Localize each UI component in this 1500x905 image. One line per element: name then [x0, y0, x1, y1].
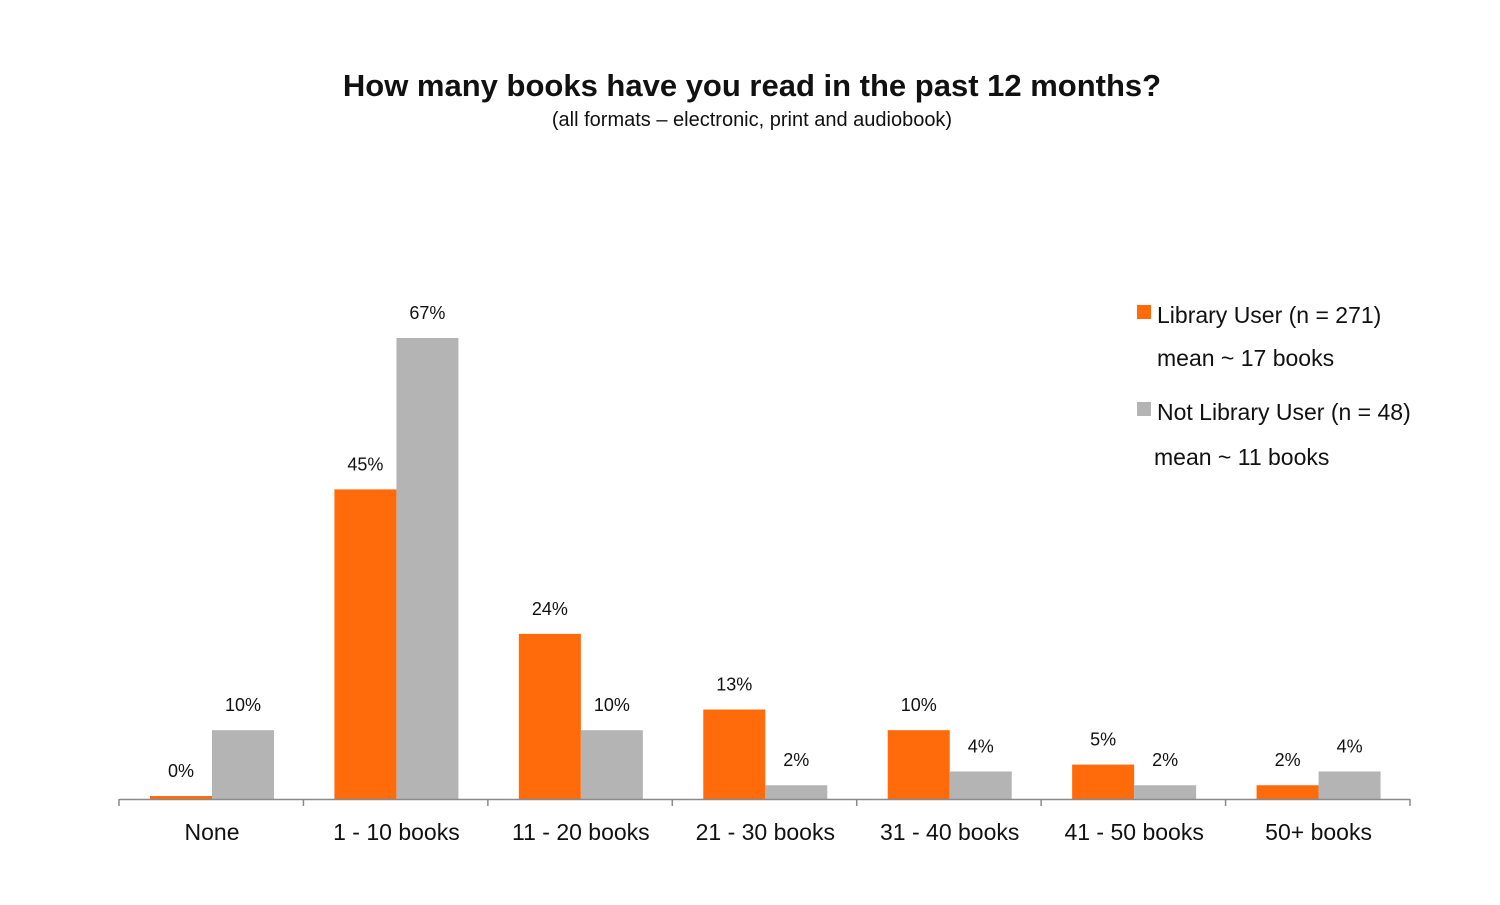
data-label-library-user-31-40-books: 10%: [901, 695, 937, 715]
x-tick-label-50-books: 50+ books: [1265, 819, 1372, 845]
bar-not-library-user-21-30-books: [765, 785, 828, 799]
bar-not-library-user-50-books: [1318, 771, 1381, 799]
bar-not-library-user-none: [212, 730, 274, 799]
bar-library-user-none: [150, 796, 212, 799]
bar-library-user-21-30-books: [703, 709, 766, 799]
legend-label-not-library-user: Not Library User (n = 48): [1157, 399, 1411, 425]
legend-note-not-library-user: mean ~ 11 books: [1154, 444, 1329, 470]
x-tick-label-none: None: [185, 819, 240, 845]
x-tick-label-1-10-books: 1 - 10 books: [333, 819, 460, 845]
chart-subtitle: (all formats – electronic, print and aud…: [552, 109, 952, 131]
data-label-library-user-11-20-books: 24%: [532, 599, 568, 619]
bars: [150, 338, 1381, 799]
legend: Library User (n = 271) mean ~ 17 books N…: [1137, 302, 1411, 470]
data-label-library-user-1-10-books: 45%: [347, 454, 383, 474]
x-tick-label-31-40-books: 31 - 40 books: [880, 819, 1019, 845]
data-label-not-library-user-none: 10%: [225, 695, 261, 715]
bar-not-library-user-31-40-books: [949, 771, 1012, 799]
legend-label-library-user: Library User (n = 271): [1157, 302, 1381, 328]
bar-library-user-50-books: [1256, 785, 1319, 799]
data-label-not-library-user-1-10-books: 67%: [409, 303, 445, 323]
bar-not-library-user-11-20-books: [580, 730, 643, 799]
legend-note-library-user: mean ~ 17 books: [1157, 345, 1334, 371]
data-label-not-library-user-41-50-books: 2%: [1152, 750, 1178, 770]
x-tick-label-21-30-books: 21 - 30 books: [696, 819, 835, 845]
data-label-library-user-50-books: 2%: [1275, 750, 1301, 770]
data-label-library-user-none: 0%: [168, 761, 194, 781]
data-label-not-library-user-11-20-books: 10%: [594, 695, 630, 715]
data-label-not-library-user-50-books: 4%: [1337, 736, 1363, 756]
data-label-not-library-user-21-30-books: 2%: [783, 750, 809, 770]
x-tick-label-11-20-books: 11 - 20 books: [512, 819, 650, 845]
data-label-library-user-21-30-books: 13%: [716, 675, 752, 695]
bar-not-library-user-41-50-books: [1134, 785, 1197, 799]
bar-library-user-1-10-books: [334, 489, 397, 799]
data-labels: 0% 10% 45% 67% 24% 10% 13% 2% 10% 4% 5% 2% 2% 4%: [168, 303, 1363, 781]
x-axis: None 1 - 10 books 11 - 20 books 21 - 30 boo…: [118, 798, 1411, 845]
bar-library-user-11-20-books: [518, 633, 581, 799]
legend-swatch-not-library-user: [1137, 402, 1151, 416]
data-label-library-user-41-50-books: 5%: [1090, 730, 1116, 750]
legend-swatch-library-user: [1137, 305, 1151, 319]
data-label-not-library-user-31-40-books: 4%: [968, 736, 994, 756]
bar-library-user-41-50-books: [1072, 764, 1135, 799]
bar-library-user-31-40-books: [887, 730, 950, 799]
x-tick-label-41-50-books: 41 - 50 books: [1064, 819, 1203, 845]
chart-title: How many books have you read in the past…: [343, 68, 1161, 103]
bar-not-library-user-1-10-books: [396, 338, 459, 799]
